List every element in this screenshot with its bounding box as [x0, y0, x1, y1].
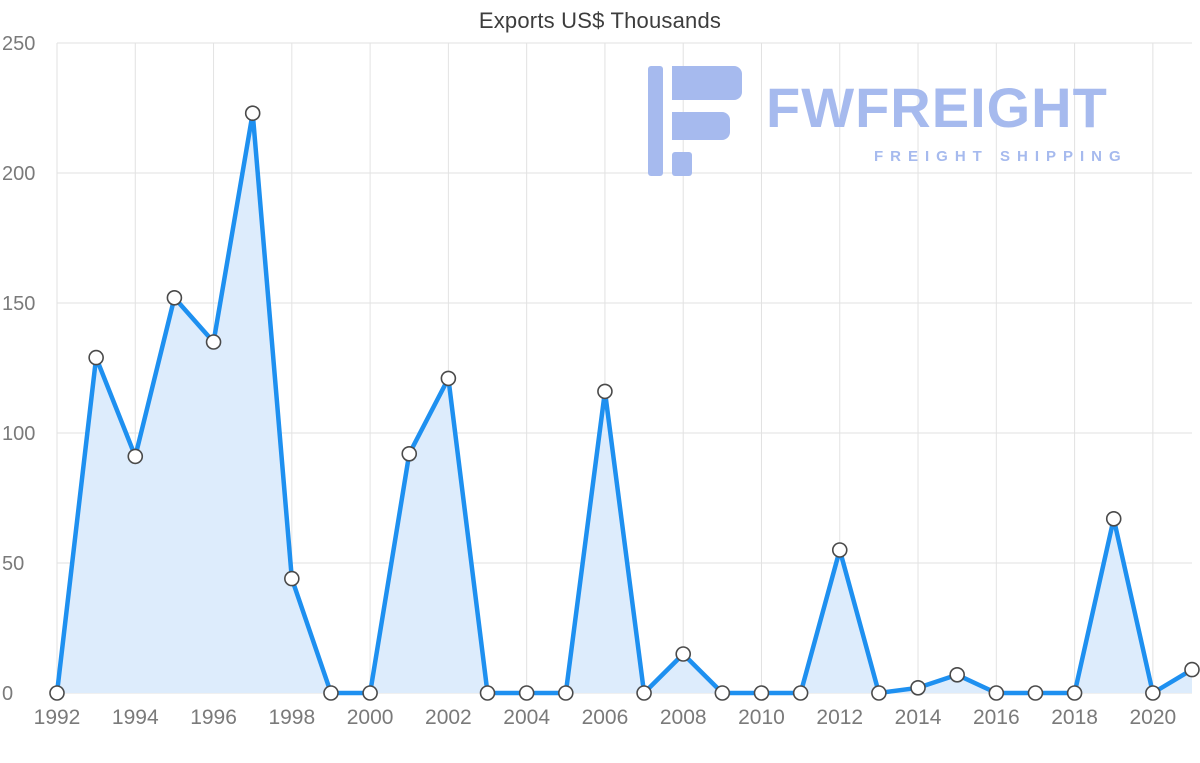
- data-point-marker: [166, 289, 183, 306]
- data-point-marker: [910, 679, 926, 696]
- x-tick-label: 2004: [503, 706, 550, 729]
- data-point-marker: [675, 646, 692, 662]
- data-point-marker: [792, 685, 809, 701]
- data-point-marker: [831, 542, 848, 558]
- data-point-marker: [479, 685, 496, 701]
- y-tick-label: 250: [2, 33, 35, 55]
- x-tick-label: 2012: [816, 706, 863, 729]
- x-tick-label: 2018: [1051, 706, 1098, 729]
- data-point-marker: [988, 685, 1005, 701]
- y-tick-label: 150: [2, 293, 35, 315]
- data-point-marker: [1066, 685, 1083, 701]
- x-tick-label: 1994: [112, 706, 159, 729]
- data-point-marker: [714, 685, 731, 701]
- x-tick-label: 2010: [738, 706, 785, 729]
- chart-title: Exports US$ Thousands: [478, 8, 722, 33]
- y-tick-label: 0: [2, 683, 13, 705]
- data-point-marker: [440, 370, 457, 387]
- y-tick-label: 50: [2, 553, 24, 575]
- data-point-marker: [1105, 510, 1122, 527]
- data-point-marker: [323, 685, 339, 701]
- data-point-marker: [636, 685, 652, 701]
- y-tick-label: 200: [2, 163, 35, 185]
- data-point-marker: [1145, 685, 1161, 701]
- x-tick-label: 2002: [425, 706, 472, 729]
- x-tick-label: 1996: [190, 706, 237, 729]
- x-tick-label: 1998: [268, 706, 315, 729]
- data-point-marker: [518, 685, 535, 701]
- data-point-marker: [244, 105, 261, 121]
- data-point-marker: [401, 445, 418, 462]
- data-point-marker: [205, 334, 222, 350]
- data-point-marker: [362, 685, 378, 701]
- data-point-marker: [597, 383, 613, 400]
- data-point-marker: [88, 349, 104, 366]
- data-point-marker: [1184, 661, 1200, 678]
- x-tick-label: 2014: [895, 706, 942, 729]
- data-point-marker: [127, 448, 144, 465]
- data-point-marker: [49, 685, 65, 701]
- x-tick-label: 2008: [660, 706, 707, 729]
- data-point-marker: [284, 570, 300, 587]
- x-tick-label: 2016: [973, 706, 1020, 729]
- x-tick-label: 2000: [347, 706, 394, 729]
- x-tick-label: 1992: [34, 706, 81, 729]
- data-point-marker: [871, 685, 887, 701]
- data-point-marker: [557, 685, 574, 701]
- series-area-fill: [57, 113, 1192, 693]
- y-tick-label: 100: [2, 423, 35, 445]
- data-point-marker: [753, 685, 770, 701]
- x-tick-label: 2020: [1130, 706, 1177, 729]
- x-tick-label: 2006: [582, 706, 629, 729]
- data-point-marker: [1027, 685, 1044, 701]
- data-point-marker: [949, 666, 965, 683]
